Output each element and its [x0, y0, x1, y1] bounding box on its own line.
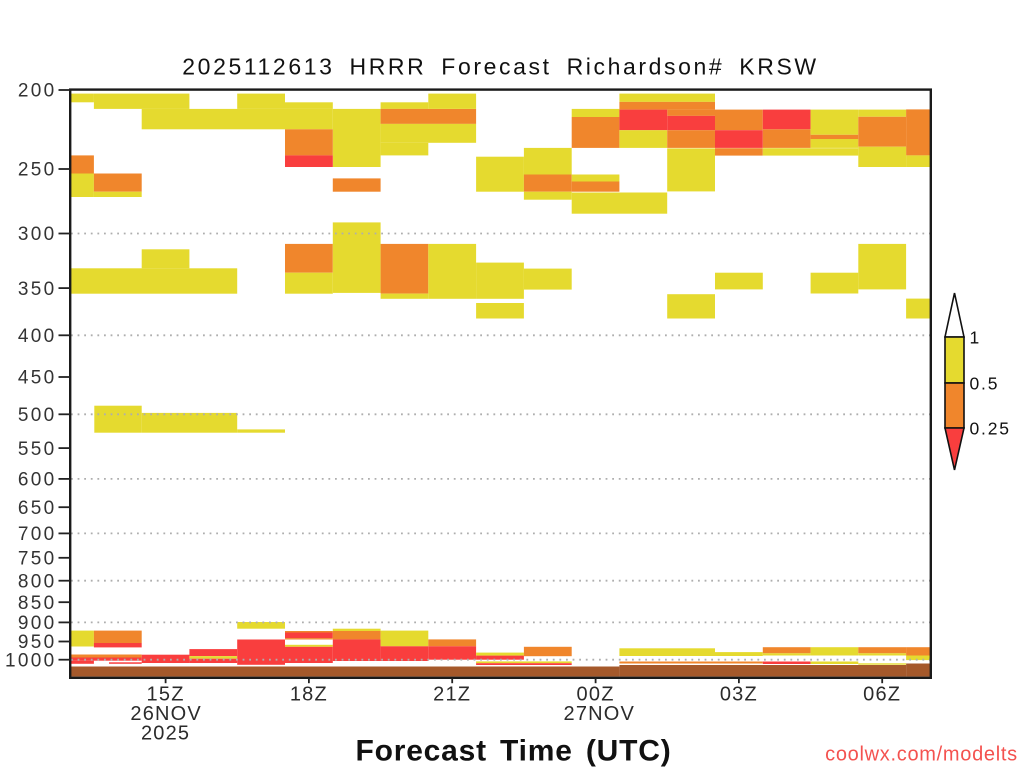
svg-text:00Z: 00Z: [577, 684, 615, 706]
svg-text:750: 750: [18, 549, 57, 570]
svg-text:1000: 1000: [5, 650, 56, 671]
svg-text:0.5: 0.5: [970, 374, 1000, 394]
svg-text:2025: 2025: [141, 722, 190, 744]
svg-text:2025112613 HRRR Forecast Richa: 2025112613 HRRR Forecast Richardson# KRS…: [182, 54, 818, 80]
svg-text:450: 450: [18, 368, 57, 389]
svg-text:1: 1: [970, 328, 982, 348]
svg-text:800: 800: [18, 571, 57, 592]
svg-text:700: 700: [18, 524, 57, 545]
svg-text:0.25: 0.25: [970, 419, 1011, 439]
svg-text:600: 600: [18, 470, 57, 491]
svg-text:06Z: 06Z: [863, 684, 901, 706]
svg-text:15Z: 15Z: [147, 684, 185, 706]
svg-text:300: 300: [18, 224, 57, 245]
svg-text:03Z: 03Z: [720, 684, 758, 706]
svg-text:500: 500: [18, 405, 57, 426]
svg-text:350: 350: [18, 279, 57, 300]
svg-text:550: 550: [18, 439, 57, 460]
svg-text:26NOV: 26NOV: [130, 703, 202, 725]
svg-text:650: 650: [18, 498, 57, 519]
svg-text:18Z: 18Z: [290, 684, 328, 706]
svg-text:21Z: 21Z: [433, 684, 471, 706]
svg-text:27NOV: 27NOV: [564, 703, 636, 725]
svg-text:900: 900: [18, 613, 57, 634]
svg-text:250: 250: [18, 160, 57, 181]
svg-text:850: 850: [18, 593, 57, 614]
svg-text:400: 400: [18, 326, 57, 347]
svg-text:Forecast Time (UTC): Forecast Time (UTC): [355, 735, 671, 768]
svg-text:950: 950: [18, 632, 57, 653]
svg-text:200: 200: [18, 81, 57, 102]
svg-text:coolwx.com/modelts: coolwx.com/modelts: [825, 744, 1018, 766]
